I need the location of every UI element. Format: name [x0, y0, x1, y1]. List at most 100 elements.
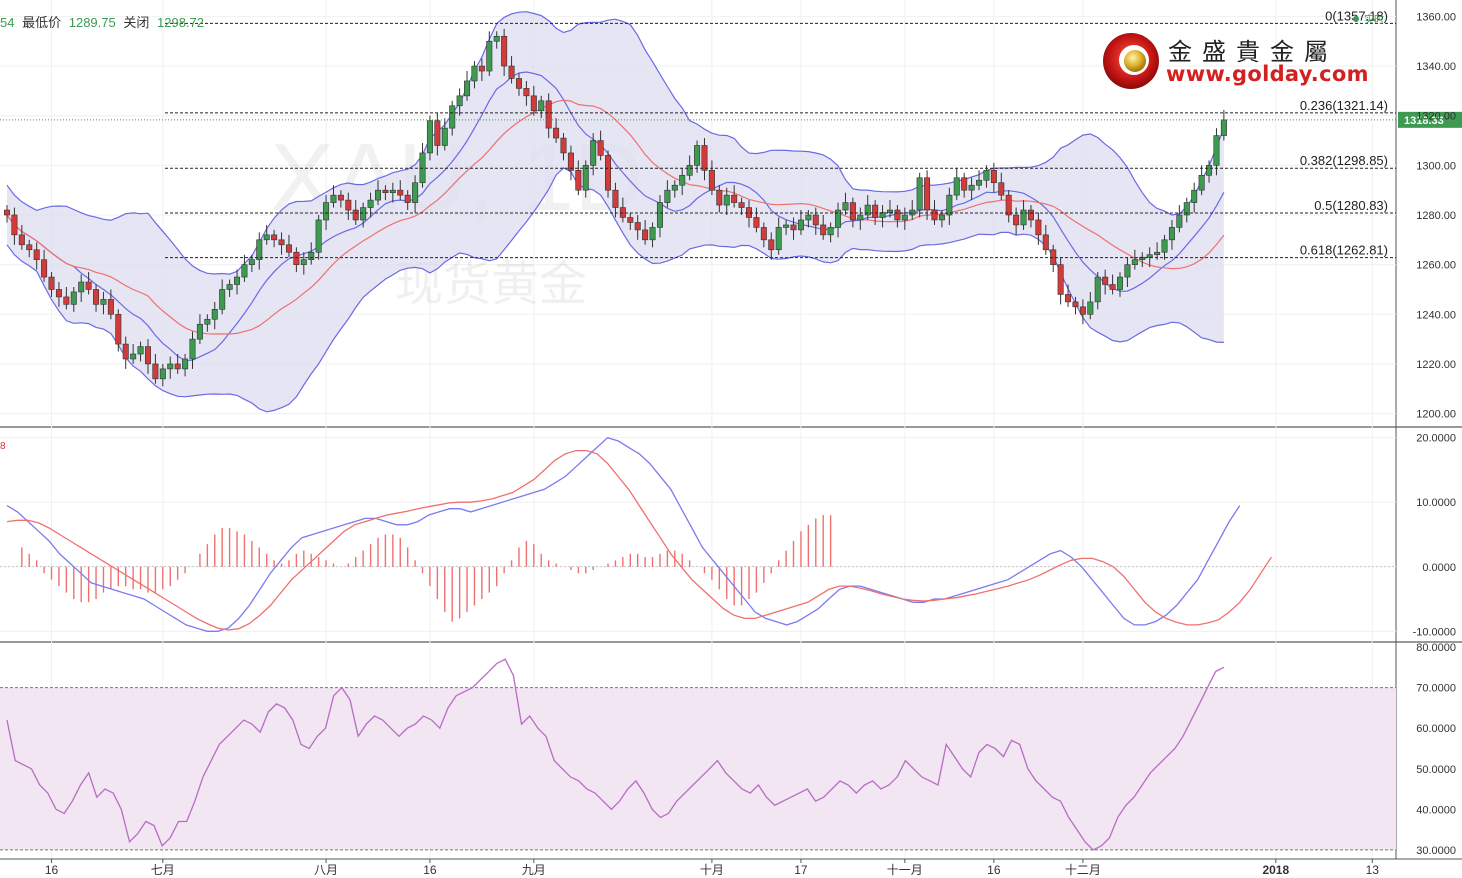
candle-body — [560, 137, 567, 154]
candle-body — [582, 165, 589, 191]
rsi-axis-tick-label: 30.0000 — [1416, 845, 1456, 857]
time-axis-tick-label: 七月 — [151, 863, 175, 877]
candle-body — [471, 65, 478, 82]
candle-body — [100, 299, 107, 305]
candle-body — [352, 209, 359, 221]
rsi-axis-tick-label: 60.0000 — [1416, 723, 1456, 735]
price-axis-tick-label: 1260.00 — [1416, 260, 1456, 272]
candle-body — [137, 346, 144, 355]
candle-body — [530, 95, 537, 112]
candle-body — [196, 323, 203, 340]
candle-body — [924, 177, 931, 211]
low-value: 1289.75 — [68, 15, 116, 30]
time-axis-tick-label: 九月 — [522, 863, 546, 877]
candle-body — [426, 120, 433, 154]
price-axis-tick-label: 1220.00 — [1416, 359, 1456, 371]
candle-body — [159, 368, 166, 380]
rsi-axis-tick-label: 80.0000 — [1416, 642, 1456, 654]
golday-logo: 金盛貴金屬 www.golday.com — [1100, 30, 1370, 92]
price-axis-tick-label: 1340.00 — [1416, 61, 1456, 73]
candle-body — [55, 289, 62, 298]
fib-level-label: 0.618(1262.81) — [1300, 243, 1388, 258]
candle-body — [627, 217, 634, 223]
macd-axis-tick-label: 10.0000 — [1416, 497, 1456, 509]
candle-body — [797, 219, 804, 231]
candle-body — [501, 35, 508, 67]
candle-body — [649, 227, 656, 241]
fib-level-label: 0.382(1298.85) — [1300, 153, 1388, 168]
candle-body — [70, 291, 77, 305]
candle-body — [961, 177, 968, 191]
candle-body — [701, 145, 708, 171]
candles-group — [4, 28, 1227, 387]
close-value: 1298.72 — [157, 15, 204, 30]
candle-body — [167, 363, 174, 370]
candle-body — [1035, 219, 1042, 236]
candle-body — [508, 65, 515, 79]
candle-body — [768, 239, 775, 251]
macd-tag: 8 — [0, 441, 6, 452]
candle-body — [293, 251, 300, 265]
rsi-axis-tick-label: 70.0000 — [1416, 683, 1456, 695]
candle-body — [456, 95, 463, 107]
macd-axis-tick-label: 20.0000 — [1416, 433, 1456, 445]
golday-emblem-icon — [1103, 33, 1159, 89]
candle-body — [515, 78, 522, 89]
time-axis-tick-label: 2018 — [1262, 863, 1289, 877]
candle-body — [931, 209, 938, 221]
candle-body — [990, 170, 997, 184]
candle-body — [1013, 214, 1020, 226]
candle-body — [345, 199, 352, 211]
candle-body — [864, 204, 871, 216]
bollinger-basis-line — [6, 71, 1225, 362]
candle-body — [686, 165, 693, 176]
candle-body — [63, 296, 70, 305]
rsi-line — [6, 658, 1225, 851]
candle-body — [664, 189, 671, 203]
candle-body — [41, 259, 48, 278]
candle-body — [360, 207, 367, 221]
candle-body — [849, 202, 856, 221]
candle-body — [760, 227, 767, 241]
candle-body — [449, 105, 456, 129]
time-axis-tick-label: 十月 — [700, 863, 724, 877]
candle-body — [723, 194, 730, 206]
candle-body — [441, 127, 448, 146]
logo-url: www.golday.com — [1166, 62, 1369, 86]
candle-body — [612, 189, 619, 208]
candle-body — [18, 234, 25, 246]
candle-body — [122, 343, 129, 360]
candle-body — [976, 179, 983, 186]
candle-body — [983, 170, 990, 181]
candle-body — [285, 244, 292, 253]
candle-body — [204, 318, 211, 325]
candle-body — [189, 338, 196, 360]
fib-level-label: 0.5(1280.83) — [1314, 198, 1388, 213]
price-axis-tick-label: 1240.00 — [1416, 309, 1456, 321]
candle-body — [1213, 135, 1220, 166]
candle-body — [464, 80, 471, 97]
candle-body — [486, 40, 493, 72]
candle-body — [1191, 189, 1198, 203]
time-axis-tick-label: 十一月 — [887, 863, 923, 877]
candle-body — [590, 140, 597, 166]
candle-body — [404, 194, 411, 203]
candle-body — [916, 177, 923, 211]
candle-body — [263, 234, 270, 241]
candle-body — [605, 155, 612, 191]
price-axis-tick-label: 1320.00 — [1416, 111, 1456, 123]
candle-body — [271, 234, 278, 241]
candle-body — [241, 264, 248, 278]
candle-body — [820, 224, 827, 236]
candle-body — [1072, 301, 1079, 308]
candle-body — [315, 219, 322, 253]
candle-body — [886, 209, 893, 213]
time-axis-tick-label: 16 — [423, 863, 437, 877]
live-status-label: 实时 — [1364, 13, 1384, 26]
price-axis-tick-label: 1360.00 — [1416, 11, 1456, 23]
candle-body — [234, 276, 241, 285]
candle-body — [107, 299, 114, 315]
low-label: 最低价 — [22, 15, 62, 30]
candle-body — [330, 194, 337, 203]
